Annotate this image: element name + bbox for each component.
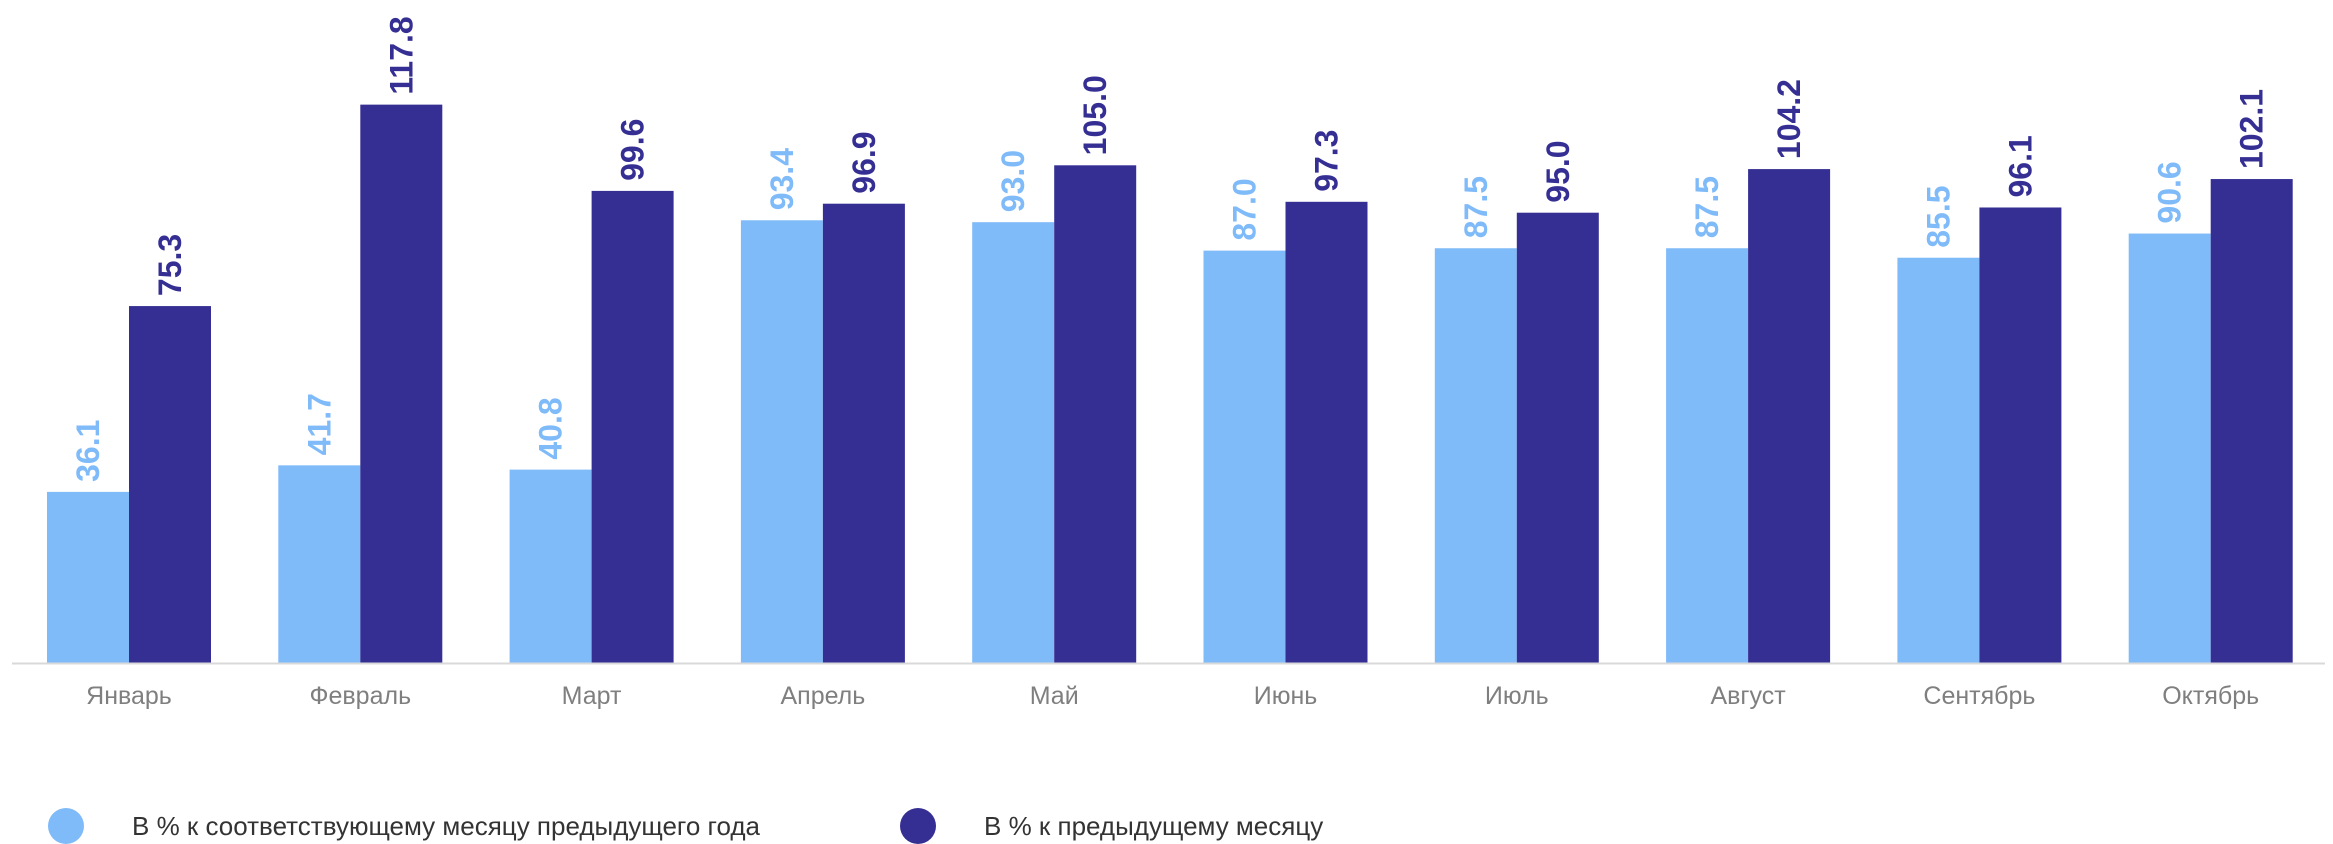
bar-value-label: 117.8 <box>383 16 419 94</box>
bar-yoy <box>1666 248 1749 663</box>
category-label: Октябрь <box>2162 682 2259 710</box>
legend-swatch-mom <box>900 808 936 844</box>
category-label: Январь <box>86 682 172 710</box>
bar-value-label: 40.8 <box>533 397 569 459</box>
bar-chart: 36.1 75.3 Январь 41.7 117.8 Февраль 40.8 99.6 Ма… <box>12 16 2325 710</box>
bar-value-label: 87.5 <box>1689 176 1725 238</box>
legend-label-yoy: В % к соответствующему месяцу предыдущег… <box>132 810 760 841</box>
bar-mom <box>1748 169 1831 664</box>
bar-value-label: 41.7 <box>301 393 337 455</box>
bar-value-label: 93.4 <box>764 148 800 210</box>
bar-value-label: 85.5 <box>1920 185 1956 247</box>
legend: В % к соответствующему месяцу предыдущег… <box>0 800 2333 844</box>
bar-value-label: 95.0 <box>1540 140 1576 202</box>
bar-value-label: 75.3 <box>152 234 188 296</box>
category-label: Март <box>562 682 622 710</box>
bar-mom <box>822 203 905 663</box>
bar-yoy <box>740 220 823 663</box>
bar-value-label: 96.9 <box>846 131 882 193</box>
bar-yoy <box>1203 250 1286 663</box>
bar-yoy <box>509 469 592 663</box>
bar-yoy <box>278 465 361 663</box>
bar-yoy <box>1434 248 1517 663</box>
category-label: Февраль <box>309 682 411 710</box>
legend-label-mom: В % к предыдущему месяцу <box>984 810 1324 841</box>
bar-mom <box>1516 212 1599 663</box>
bar-mom <box>591 190 674 663</box>
legend-item-yoy: В % к соответствующему месяцу предыдущег… <box>48 808 760 844</box>
bar-value-label: 90.6 <box>2152 161 2188 223</box>
bar-value-label: 105.0 <box>1077 75 1113 155</box>
bar-value-label: 87.0 <box>1227 178 1263 240</box>
bar-value-label: 97.3 <box>1309 130 1345 192</box>
bar-mom <box>2210 179 2293 663</box>
bar-yoy <box>47 491 129 663</box>
bar-value-label: 93.0 <box>995 150 1031 212</box>
bar-value-label: 96.1 <box>2002 135 2038 197</box>
bar-mom <box>129 306 211 663</box>
bar-value-label: 99.6 <box>615 119 651 181</box>
bar-value-label: 104.2 <box>1771 79 1807 159</box>
bar-yoy <box>1897 257 1980 663</box>
bar-mom <box>360 104 443 664</box>
category-label: Май <box>1030 682 1079 710</box>
bar-mom <box>1054 165 1137 664</box>
bar-yoy <box>2128 233 2211 663</box>
bar-value-label: 102.1 <box>2234 89 2270 169</box>
legend-swatch-yoy <box>48 808 84 844</box>
legend-item-mom: В % к предыдущему месяцу <box>900 808 1323 844</box>
bar-mom <box>1979 207 2062 663</box>
bar-value-label: 87.5 <box>1458 176 1494 238</box>
bar-mom <box>1285 201 1368 663</box>
category-label: Август <box>1710 682 1786 710</box>
category-label: Июнь <box>1254 682 1318 710</box>
bar-yoy <box>972 222 1055 663</box>
category-label: Апрель <box>780 682 865 710</box>
category-label: Сентябрь <box>1923 682 2035 710</box>
category-label: Июль <box>1485 682 1549 710</box>
bar-value-label: 36.1 <box>70 420 106 482</box>
